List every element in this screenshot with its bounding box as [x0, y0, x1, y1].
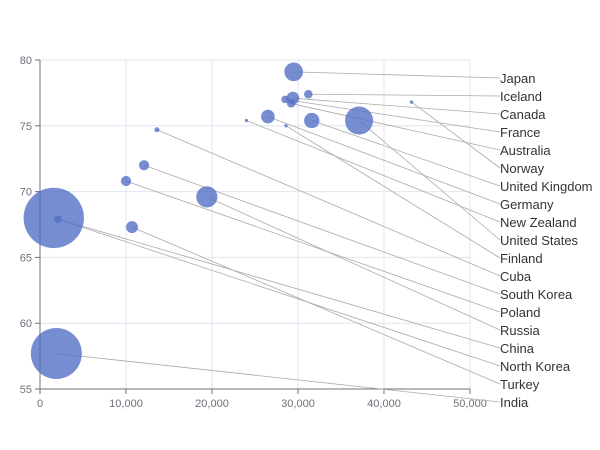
x-tick-label: 50,000 — [453, 398, 487, 410]
label-south-korea: South Korea — [500, 287, 573, 302]
label-india: India — [500, 395, 529, 410]
bubble-turkey[interactable] — [126, 221, 138, 234]
bubble-india[interactable] — [30, 327, 82, 379]
x-tick-label: 20,000 — [195, 398, 229, 410]
x-tick-label: 0 — [37, 398, 43, 410]
bubble-united-kingdom[interactable] — [304, 112, 320, 129]
bubble-china[interactable] — [23, 187, 84, 249]
leader-lines — [53, 71, 501, 403]
label-finland: Finland — [500, 251, 543, 266]
bubbles — [23, 62, 414, 379]
label-iceland: Iceland — [500, 89, 542, 104]
leader-line-russia — [206, 196, 501, 331]
y-tick-label: 55 — [20, 384, 32, 396]
y-tick-label: 75 — [20, 121, 32, 133]
bubble-north-korea[interactable] — [54, 215, 62, 224]
x-tick-label: 10,000 — [109, 398, 143, 410]
bubble-south-korea[interactable] — [138, 160, 150, 171]
leader-line-turkey — [131, 226, 501, 385]
leader-line-united-kingdom — [311, 120, 501, 187]
leader-line-north-korea — [57, 218, 501, 367]
axis-ticks: 55 60 65 70 75 80 0 10,000 20,000 30,000 40,000 50,… — [20, 55, 487, 410]
label-russia: Russia — [500, 323, 541, 338]
leader-line-south-korea — [143, 164, 501, 295]
leader-line-japan — [293, 71, 501, 79]
label-france: France — [500, 125, 540, 140]
label-germany: Germany — [500, 197, 554, 212]
leader-line-germany — [267, 116, 501, 205]
bubble-france[interactable] — [281, 95, 289, 104]
leader-line-iceland — [308, 93, 501, 97]
leader-line-finland — [285, 125, 501, 259]
x-tick-label: 30,000 — [281, 398, 315, 410]
y-tick-label: 80 — [20, 55, 32, 67]
bubble-new-zealand[interactable] — [244, 118, 248, 123]
label-canada: Canada — [500, 107, 546, 122]
label-australia: Australia — [500, 143, 551, 158]
bubble-germany[interactable] — [261, 109, 275, 124]
bubble-russia[interactable] — [196, 186, 218, 208]
label-new-zealand: New Zealand — [500, 215, 577, 230]
leader-line-china — [53, 217, 501, 349]
grid-lines — [40, 59, 471, 389]
bubble-united-states[interactable] — [345, 106, 374, 135]
y-tick-label: 65 — [20, 252, 32, 264]
label-china: China — [500, 341, 535, 356]
bubble-iceland[interactable] — [304, 89, 313, 99]
bubble-australia[interactable] — [286, 99, 296, 108]
bubble-japan[interactable] — [284, 62, 304, 82]
leader-line-india — [56, 353, 501, 403]
y-tick-label: 60 — [20, 318, 32, 330]
leader-line-poland — [125, 180, 501, 313]
axes — [39, 60, 470, 390]
leader-line-norway — [411, 101, 501, 169]
label-turkey: Turkey — [500, 377, 540, 392]
leader-line-cuba — [156, 129, 501, 277]
country-labels: Japan Iceland Canada France Australia Norway U… — [500, 71, 593, 410]
label-norway: Norway — [500, 161, 545, 176]
label-united-kingdom: United Kingdom — [500, 179, 593, 194]
leader-line-united-states — [358, 120, 501, 241]
leader-line-new-zealand — [246, 120, 501, 223]
bubble-cuba[interactable] — [154, 127, 160, 133]
leader-line-canada — [292, 97, 501, 115]
leader-line-australia — [291, 103, 501, 151]
x-tick-label: 40,000 — [367, 398, 401, 410]
y-tick-label: 70 — [20, 187, 32, 199]
label-cuba: Cuba — [500, 269, 532, 284]
label-poland: Poland — [500, 305, 540, 320]
bubble-poland[interactable] — [120, 175, 132, 187]
label-north-korea: North Korea — [500, 359, 571, 374]
bubble-norway[interactable] — [409, 100, 414, 104]
label-united-states: United States — [500, 233, 579, 248]
bubble-finland[interactable] — [284, 124, 288, 128]
leader-line-france — [285, 99, 501, 133]
label-japan: Japan — [500, 71, 535, 86]
